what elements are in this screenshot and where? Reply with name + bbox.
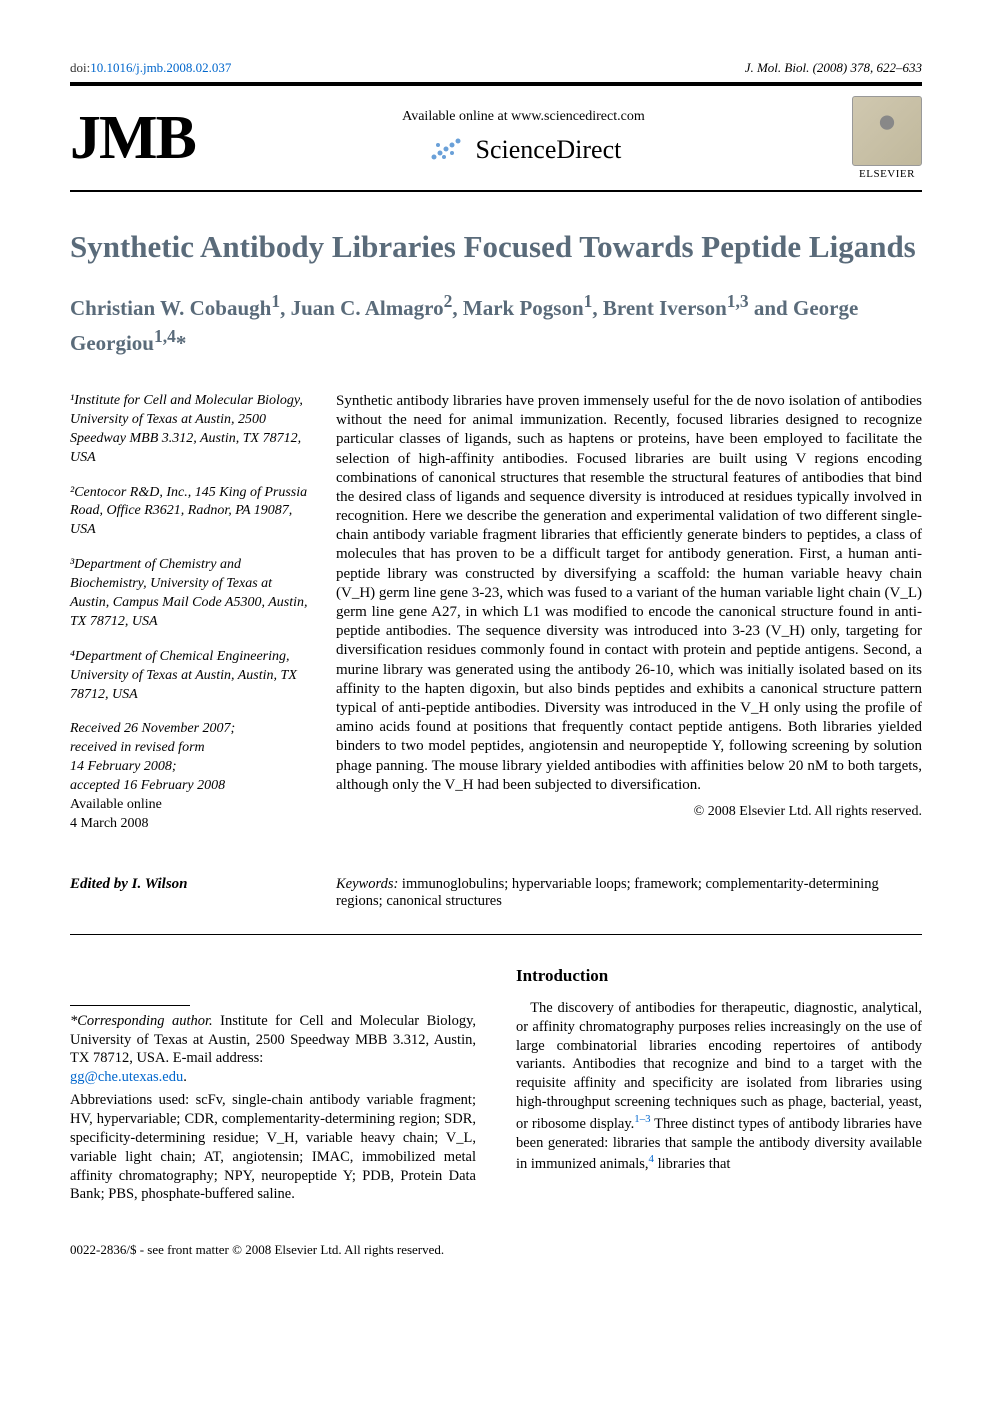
header-center: Available online at www.sciencedirect.co… [195,109,852,168]
introduction-column: Introduction The discovery of antibodies… [516,965,922,1208]
footer-copyright: 0022-2836/$ - see front matter © 2008 El… [70,1242,922,1258]
corresponding-author: *Corresponding author. Institute for Cel… [70,1012,476,1087]
affiliation-2: ²Centocor R&D, Inc., 145 King of Prussia… [70,484,310,541]
abstract-block: ¹Institute for Cell and Molecular Biolog… [70,392,922,850]
doi-prefix: doi: [70,60,90,75]
keywords-block: Keywords: immunoglobulins; hypervariable… [336,876,922,910]
affiliation-3: ³Department of Chemistry and Biochemistr… [70,556,310,632]
intro-text-3: libraries that [654,1156,731,1172]
article-title: Synthetic Antibody Libraries Focused Tow… [70,228,922,265]
elsevier-tree-icon [852,96,922,166]
copyright-line: © 2008 Elsevier Ltd. All rights reserved… [336,803,922,821]
affiliations-column: ¹Institute for Cell and Molecular Biolog… [70,392,310,850]
sciencedirect-dots-icon [426,133,466,168]
keywords-label: Keywords: [336,876,398,892]
body-columns: *Corresponding author. Institute for Cel… [70,965,922,1208]
mid-rule [70,934,922,935]
received-l6: 4 March 2008 [70,816,149,831]
corresponding-label: *Corresponding author. [70,1013,213,1029]
received-dates: Received 26 November 2007; received in r… [70,720,310,833]
introduction-heading: Introduction [516,965,922,987]
available-online-text: Available online at www.sciencedirect.co… [195,109,852,125]
abstract-column: Synthetic antibody libraries have proven… [336,392,922,850]
affiliation-1: ¹Institute for Cell and Molecular Biolog… [70,392,310,468]
received-l5: Available online [70,797,162,812]
abbrev-text: scFv, single-chain antibody variable fra… [70,1092,476,1202]
footnote-rule [70,1005,190,1006]
introduction-paragraph: The discovery of antibodies for therapeu… [516,999,922,1174]
abstract-text: Synthetic antibody libraries have proven… [336,392,922,795]
received-l1: Received 26 November 2007; [70,721,235,736]
jmb-logo: JMB [70,103,195,174]
sciencedirect-text: ScienceDirect [476,135,622,165]
citation-1-3[interactable]: 1–3 [634,1113,650,1125]
edited-by: Edited by I. Wilson [70,876,310,910]
keywords-row: Edited by I. Wilson Keywords: immunoglob… [70,876,922,910]
doi-cell: doi:10.1016/j.jmb.2008.02.037 [70,60,231,76]
sciencedirect-logo: ScienceDirect [426,133,622,168]
abbrev-label: Abbreviations used: [70,1092,196,1108]
doi-link[interactable]: 10.1016/j.jmb.2008.02.037 [90,60,231,75]
elsevier-label: ELSEVIER [852,168,922,180]
footnote-column: *Corresponding author. Institute for Cel… [70,965,476,1208]
top-rule [70,82,922,86]
header-band: JMB Available online at www.sciencedirec… [70,90,922,192]
email-link[interactable]: gg@che.utexas.edu [70,1069,183,1085]
journal-reference: J. Mol. Biol. (2008) 378, 622–633 [745,60,922,76]
elsevier-logo-block: ELSEVIER [852,96,922,180]
keywords-text: immunoglobulins; hypervariable loops; fr… [336,876,879,909]
received-l4: accepted 16 February 2008 [70,778,225,793]
received-l3: 14 February 2008; [70,759,177,774]
affiliation-4: ⁴Department of Chemical Engineering, Uni… [70,648,310,705]
received-l2: received in revised form [70,740,205,755]
authors-line: Christian W. Cobaugh1, Juan C. Almagro2,… [70,289,922,358]
abbreviations: Abbreviations used: scFv, single-chain a… [70,1091,476,1204]
intro-text-1: The discovery of antibodies for therapeu… [516,1000,922,1132]
doi-row: doi:10.1016/j.jmb.2008.02.037 J. Mol. Bi… [70,60,922,76]
